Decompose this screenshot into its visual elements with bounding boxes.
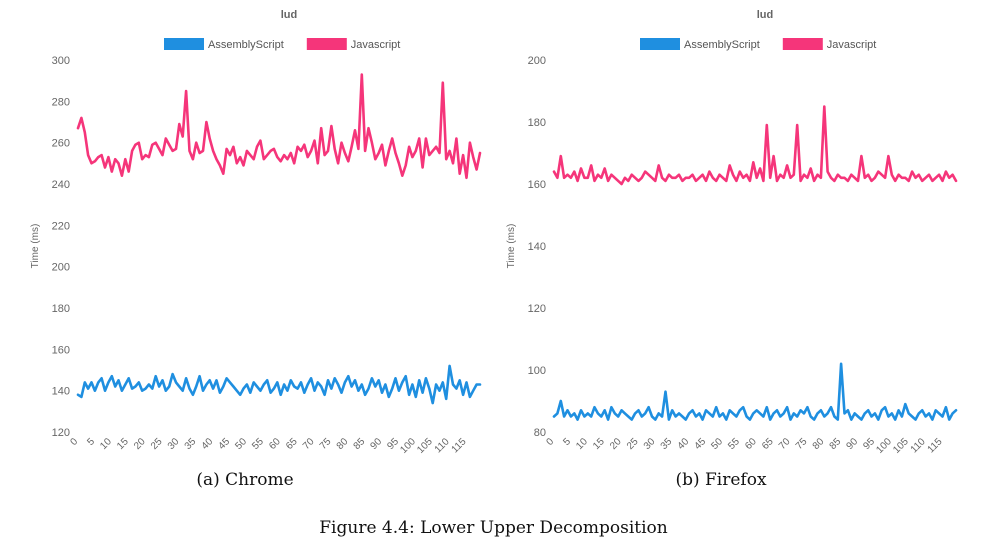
series-line-assemblyscript bbox=[552, 362, 958, 421]
x-tick-label: 30 bbox=[166, 436, 182, 452]
y-tick-label: 100 bbox=[528, 365, 546, 377]
y-tick-label: 120 bbox=[52, 427, 70, 439]
y-tick-label: 120 bbox=[528, 303, 546, 315]
legend-swatch-assemblyscript bbox=[640, 38, 680, 50]
x-tick-label: 20 bbox=[132, 436, 148, 452]
x-tick-label: 10 bbox=[98, 436, 114, 452]
x-tick-label: 65 bbox=[284, 436, 300, 452]
chart-panel-firefox: lud AssemblyScript Javascript 80 100 120 140 16… bbox=[494, 0, 964, 500]
x-tick-label: 85 bbox=[352, 436, 368, 452]
x-tick-label: 5 bbox=[85, 436, 97, 448]
chart-title: lud bbox=[281, 9, 298, 21]
x-tick-label: 100 bbox=[874, 436, 894, 456]
x-tick-label: 50 bbox=[233, 436, 249, 452]
legend-label-javascript: Javascript bbox=[351, 39, 401, 51]
x-tick-label: 100 bbox=[398, 436, 418, 456]
x-tick-label: 5 bbox=[561, 436, 573, 448]
x-tick-label: 70 bbox=[301, 436, 317, 452]
x-tick-label: 40 bbox=[676, 436, 692, 452]
subcaption-chrome: (a) Chrome bbox=[196, 470, 294, 490]
x-tick-label: 85 bbox=[828, 436, 844, 452]
x-tick-label: 90 bbox=[369, 436, 385, 452]
y-tick-label: 180 bbox=[528, 117, 546, 129]
x-tick-label: 60 bbox=[743, 436, 759, 452]
x-tick-label: 25 bbox=[149, 436, 165, 452]
y-tick-label: 180 bbox=[52, 303, 70, 315]
y-tick-label: 200 bbox=[52, 262, 70, 274]
x-tick-label: 110 bbox=[433, 436, 452, 455]
x-tick-label: 80 bbox=[335, 436, 351, 452]
x-tick-label: 0 bbox=[544, 436, 556, 448]
x-tick-label: 115 bbox=[926, 436, 945, 455]
x-tick-label: 30 bbox=[642, 436, 658, 452]
legend: AssemblyScript Javascript bbox=[640, 38, 876, 51]
x-tick-label: 15 bbox=[591, 436, 607, 452]
y-tick-label: 140 bbox=[528, 241, 546, 253]
x-tick-label: 70 bbox=[777, 436, 793, 452]
y-tick-label: 160 bbox=[528, 179, 546, 191]
figure-caption: Figure 4.4: Lower Upper Decomposition bbox=[319, 518, 668, 538]
x-tick-label: 40 bbox=[200, 436, 216, 452]
x-tick-label: 45 bbox=[216, 436, 232, 452]
x-tick-label: 50 bbox=[709, 436, 725, 452]
chart-svg-chrome: lud AssemblyScript Javascript 120 140 160 180 2… bbox=[30, 9, 482, 456]
x-tick-label: 55 bbox=[250, 436, 266, 452]
series-line-assemblyscript bbox=[76, 364, 482, 405]
chart-panel-chrome: lud AssemblyScript Javascript 120 140 160 180 2… bbox=[18, 0, 488, 500]
y-axis-label: Time (ms) bbox=[30, 224, 41, 269]
y-tick-label: 140 bbox=[52, 386, 70, 398]
y-tick-label: 160 bbox=[52, 344, 70, 356]
x-tick-label: 105 bbox=[415, 436, 435, 456]
x-tick-label: 110 bbox=[909, 436, 928, 455]
x-tick-label: 20 bbox=[608, 436, 624, 452]
y-tick-label: 280 bbox=[52, 96, 70, 108]
x-tick-label: 65 bbox=[760, 436, 776, 452]
y-tick-label: 200 bbox=[528, 55, 546, 67]
y-axis-label: Time (ms) bbox=[506, 224, 517, 269]
x-tick-label: 60 bbox=[267, 436, 283, 452]
legend: AssemblyScript Javascript bbox=[164, 38, 400, 51]
y-tick-label: 300 bbox=[52, 55, 70, 67]
x-tick-label: 10 bbox=[574, 436, 590, 452]
legend-swatch-javascript bbox=[782, 38, 823, 50]
x-tick-label: 0 bbox=[68, 436, 80, 448]
chart-title: lud bbox=[757, 9, 774, 21]
x-tick-label: 55 bbox=[726, 436, 742, 452]
x-tick-label: 45 bbox=[692, 436, 708, 452]
series-line-javascript bbox=[76, 73, 482, 180]
series-line-javascript bbox=[552, 105, 958, 186]
x-tick-label: 115 bbox=[450, 436, 469, 455]
x-tick-label: 35 bbox=[659, 436, 675, 452]
legend-label-assemblyscript: AssemblyScript bbox=[208, 39, 284, 51]
x-tick-label: 90 bbox=[845, 436, 861, 452]
subcaption-firefox: (b) Firefox bbox=[675, 470, 767, 490]
x-tick-label: 80 bbox=[811, 436, 827, 452]
y-tick-label: 220 bbox=[52, 220, 70, 232]
y-tick-label: 240 bbox=[52, 179, 70, 191]
y-tick-label: 80 bbox=[534, 427, 546, 439]
legend-swatch-assemblyscript bbox=[164, 38, 204, 50]
x-tick-label: 75 bbox=[794, 436, 810, 452]
x-tick-label: 15 bbox=[115, 436, 131, 452]
x-tick-label: 35 bbox=[183, 436, 199, 452]
x-tick-label: 25 bbox=[625, 436, 641, 452]
legend-swatch-javascript bbox=[306, 38, 347, 50]
legend-label-assemblyscript: AssemblyScript bbox=[684, 39, 760, 51]
y-tick-label: 260 bbox=[52, 138, 70, 150]
legend-label-javascript: Javascript bbox=[827, 39, 877, 51]
x-tick-label: 105 bbox=[891, 436, 911, 456]
x-tick-label: 75 bbox=[318, 436, 334, 452]
